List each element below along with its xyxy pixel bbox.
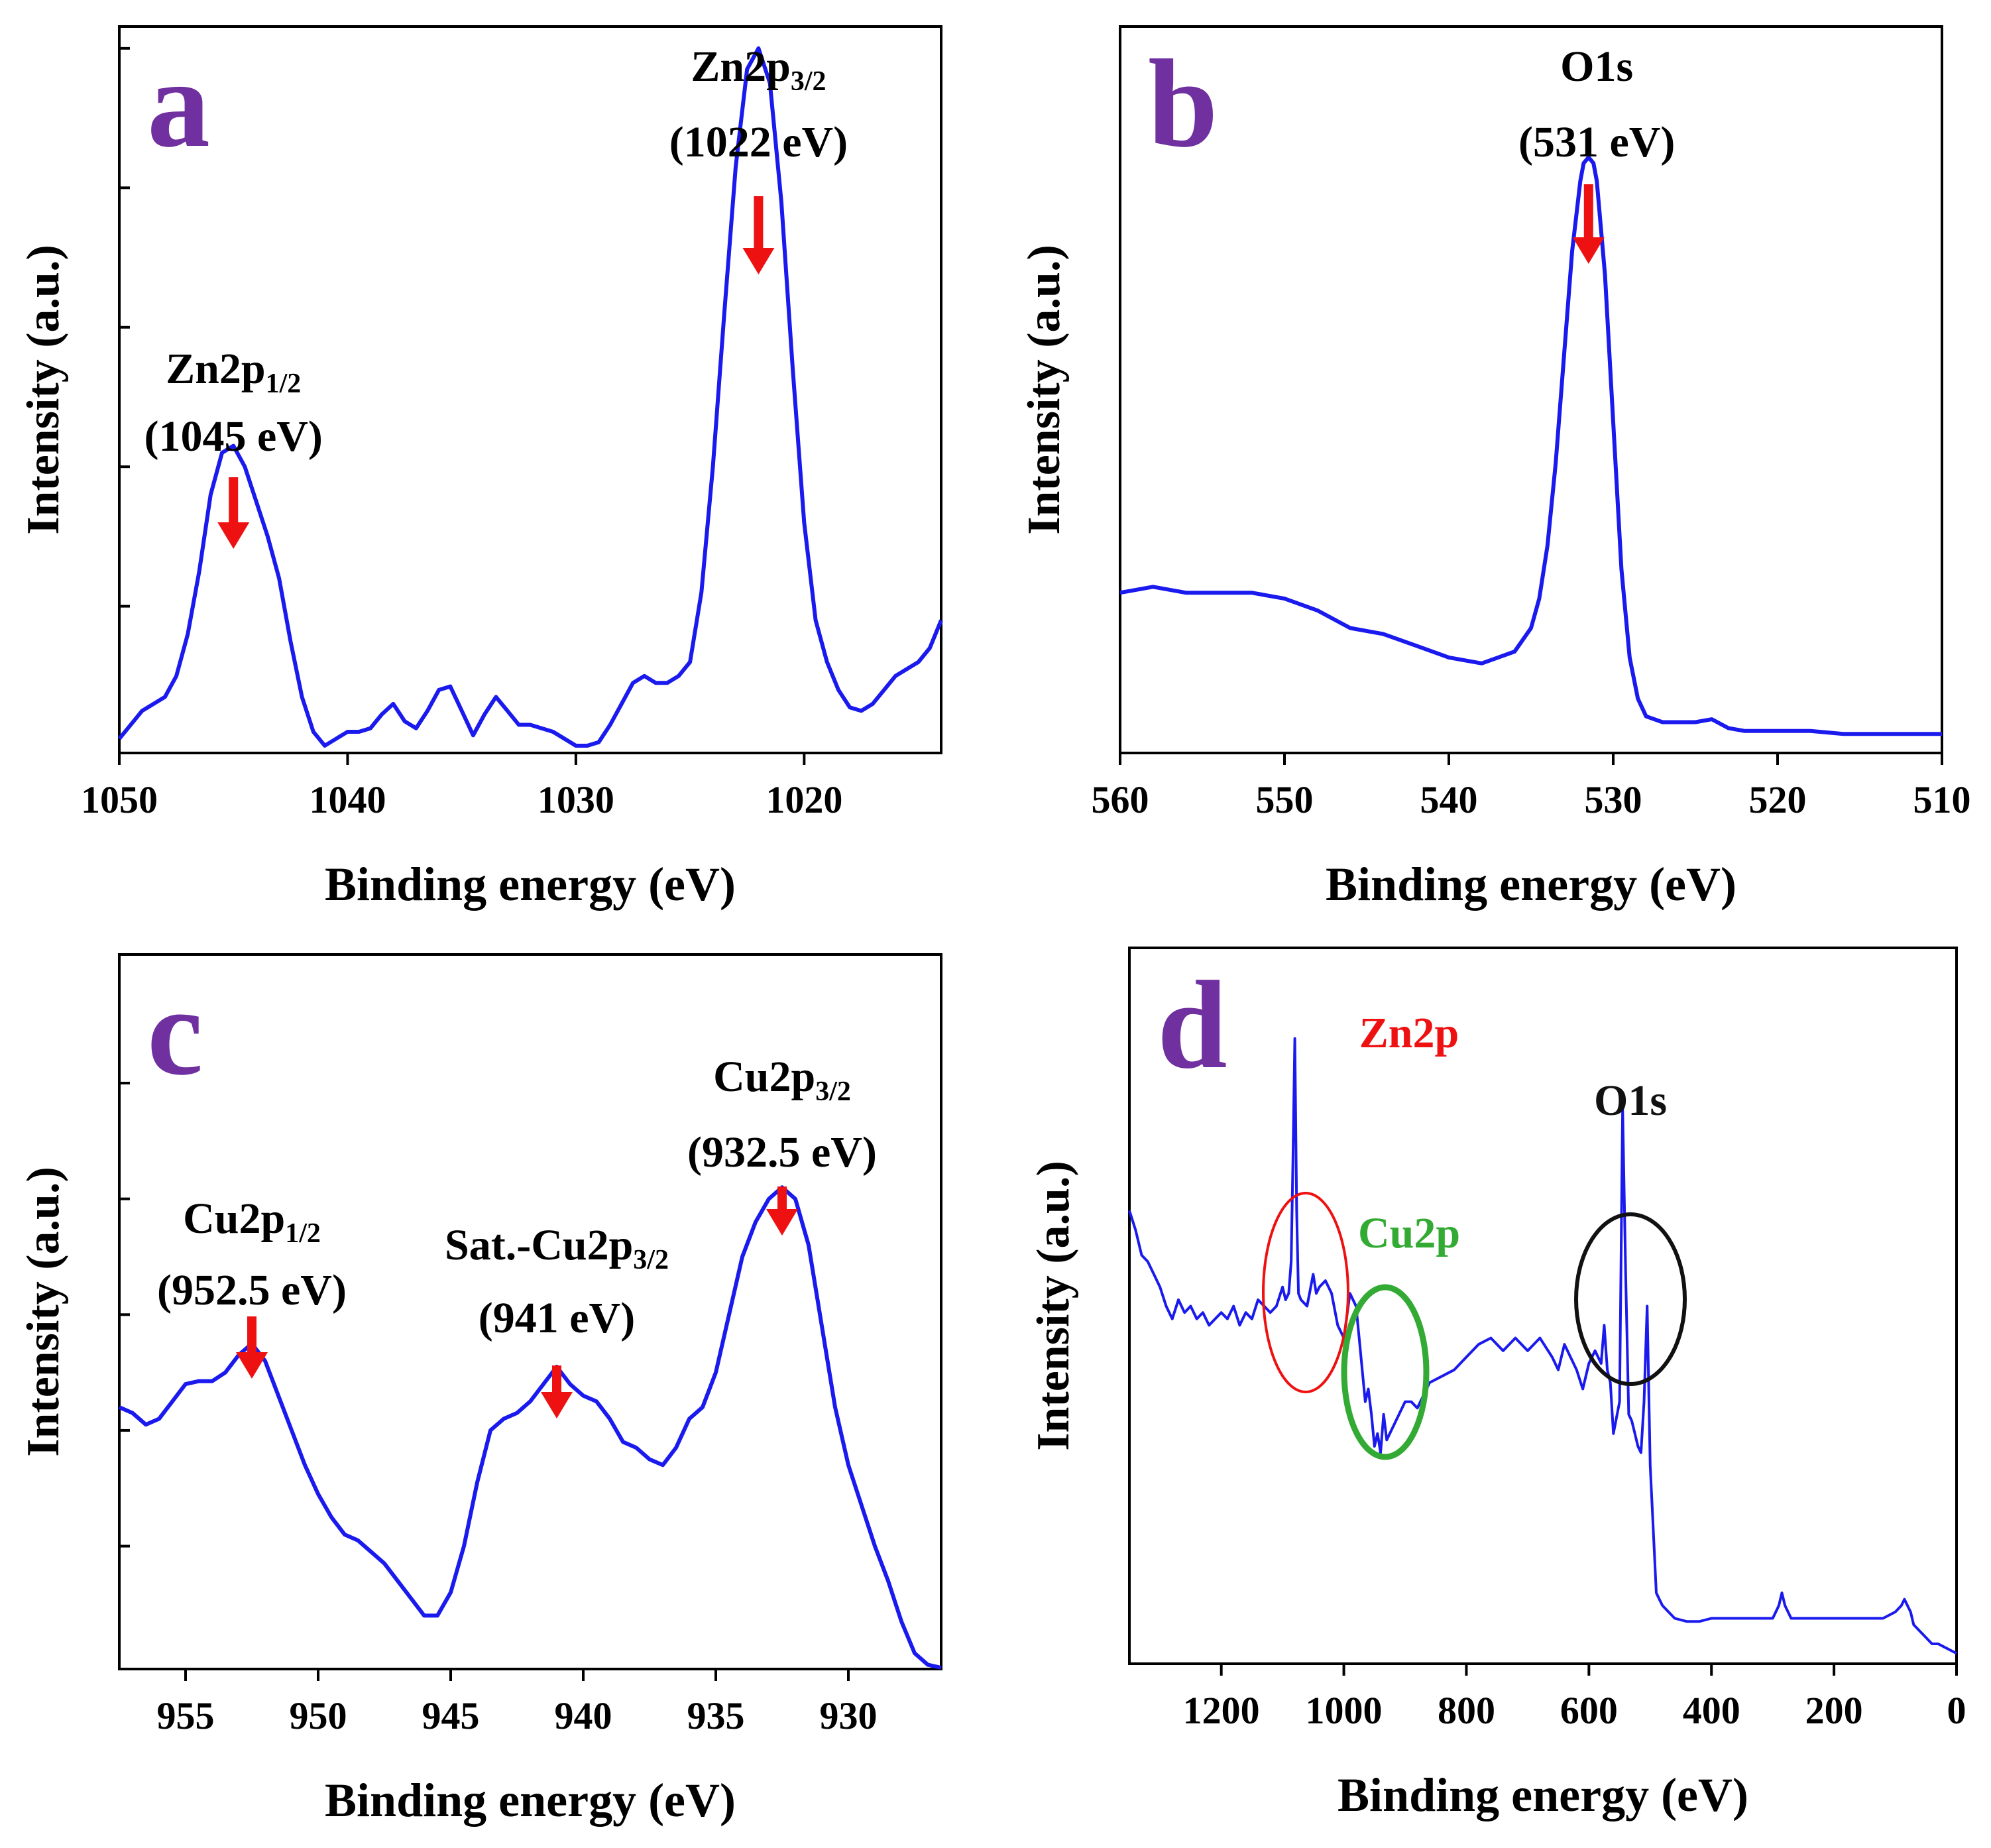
x-tick-label: 950 (290, 1694, 347, 1737)
y-axis-label: Intensity (a.u.) (18, 1167, 69, 1457)
peak-energy: (1022 eV) (669, 118, 848, 166)
x-tick-label: 935 (687, 1694, 745, 1737)
x-tick-label: 940 (555, 1694, 612, 1737)
x-tick-label: 530 (1585, 778, 1642, 821)
x-tick-label: 955 (157, 1694, 215, 1737)
peak-label: Zn2p1/2 (166, 345, 301, 399)
peak-subscript: 3/2 (815, 1076, 851, 1107)
panel-label: d (1157, 956, 1227, 1095)
panel-c: c 955 950 945 940 935 930 Binding energy (eV) In… (18, 953, 942, 1827)
x-tick-label: 560 (1092, 778, 1149, 821)
peak-label: Cu2p1/2 (183, 1194, 321, 1249)
x-tick-label: 550 (1256, 778, 1314, 821)
peak-arrowhead (236, 1352, 268, 1379)
series-line (1128, 1037, 1957, 1655)
x-tick-label: 1040 (309, 778, 386, 821)
x-tick-label: 1200 (1183, 1689, 1260, 1732)
peak-arrowhead (742, 248, 775, 274)
x-axis-label: Binding energy (eV) (325, 858, 736, 911)
peak-energy: (941 eV) (479, 1294, 635, 1342)
peak-arrowhead (541, 1392, 573, 1418)
y-axis-label: Intensity (a.u.) (1028, 1161, 1079, 1451)
x-tick-label: 1030 (538, 778, 614, 821)
peak-name: O1s (1560, 42, 1633, 91)
peak-label: Sat.-Cu2p3/2 (445, 1221, 669, 1275)
y-axis-label: Intensity (a.u.) (18, 245, 69, 535)
x-tick-label: 1050 (81, 778, 158, 821)
x-tick-label: 510 (1913, 778, 1971, 821)
x-tick-label: 1000 (1306, 1689, 1383, 1732)
peak-highlight-ellipse (1341, 1284, 1430, 1460)
peak-energy: (932.5 eV) (687, 1128, 877, 1177)
plot-frame (1128, 947, 1958, 1665)
x-axis-label: Binding energy (eV) (1326, 858, 1736, 911)
plot-frame (118, 953, 942, 1670)
peak-highlight-ellipse (1262, 1192, 1349, 1393)
plot-frame (118, 25, 942, 754)
peak-name: Cu2p (183, 1194, 285, 1243)
peak-arrowhead (1572, 237, 1605, 264)
panel-d: d 1200 1000 800 600 400 200 0 Binding energy (eV… (1028, 947, 1966, 1821)
peak-name: Sat.-Cu2p (445, 1221, 633, 1269)
peak-subscript: 3/2 (791, 66, 826, 97)
x-tick-label: 540 (1420, 778, 1478, 821)
peak-subscript: 1/2 (266, 369, 302, 399)
peak-subscript: 3/2 (633, 1245, 669, 1275)
x-tick-label: 0 (1947, 1689, 1966, 1732)
y-axis-label: Intensity (a.u.) (1019, 245, 1070, 535)
peak-energy: (952.5 eV) (157, 1266, 347, 1314)
panel-label: a (147, 34, 210, 174)
panel-label: c (147, 962, 203, 1102)
series-line (117, 46, 943, 748)
peak-name: Cu2p (713, 1053, 815, 1101)
x-tick-label: 945 (422, 1694, 480, 1737)
series-line (1119, 155, 1942, 736)
peak-name: Zn2p (166, 345, 265, 393)
peak-arrowhead (766, 1209, 798, 1236)
x-axis-label: Binding energy (eV) (1337, 1768, 1748, 1821)
x-tick-label: 800 (1438, 1689, 1495, 1732)
x-tick-label: 1020 (766, 778, 842, 821)
panel-label: b (1148, 34, 1218, 174)
peak-energy: (531 eV) (1518, 118, 1675, 166)
peak-label: Cu2p (1358, 1209, 1460, 1257)
x-tick-label: 520 (1749, 778, 1807, 821)
peak-arrowhead (217, 522, 250, 549)
panel-b: b 560 550 540 530 520 510 Binding energy (eV) In… (1019, 25, 1971, 911)
x-tick-label: 200 (1805, 1689, 1863, 1732)
panel-a: a 1050 1040 1030 1020 Binding energy (eV) Inte… (18, 25, 943, 911)
x-tick-label: 600 (1560, 1689, 1618, 1732)
peak-label: Zn2p3/2 (691, 42, 826, 97)
peak-name: Zn2p (691, 42, 790, 91)
x-axis-label: Binding energy (eV) (325, 1774, 736, 1827)
peak-energy: (1045 eV) (144, 412, 323, 461)
x-tick-label: 400 (1683, 1689, 1740, 1732)
peak-label: O1s (1594, 1076, 1667, 1125)
peak-label: O1s (1560, 42, 1633, 91)
peak-highlight-ellipse (1574, 1212, 1687, 1386)
x-tick-label: 930 (820, 1694, 878, 1737)
peak-label: Zn2p (1359, 1009, 1459, 1057)
plot-frame (1119, 25, 1943, 754)
peak-subscript: 1/2 (285, 1218, 321, 1249)
peak-label: Cu2p3/2 (713, 1053, 851, 1107)
